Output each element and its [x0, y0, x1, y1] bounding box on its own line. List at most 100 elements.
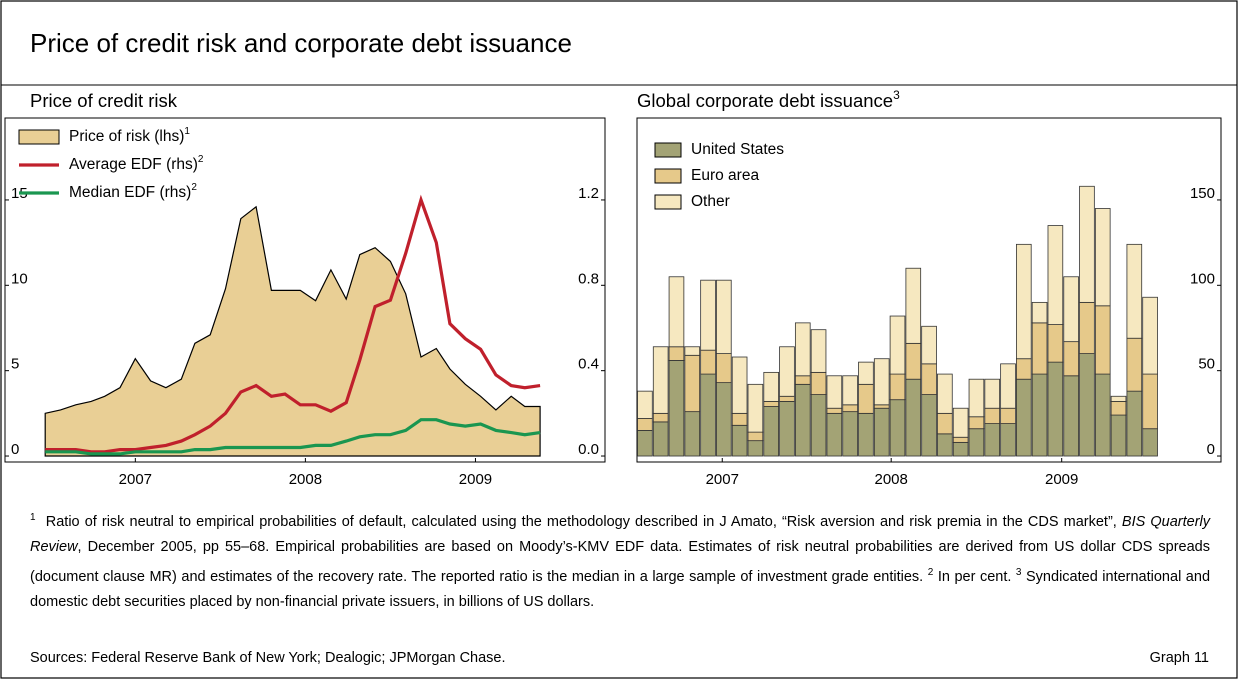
bar: [716, 279, 732, 354]
page-title: Price of credit risk and corporate debt …: [30, 28, 572, 58]
bar: [779, 400, 795, 457]
bar: [1047, 225, 1064, 325]
bar: [873, 358, 890, 406]
bar: [937, 412, 953, 435]
footnote-marker: 2: [191, 182, 197, 193]
legend-label: Euro area: [691, 167, 759, 184]
bar: [937, 373, 953, 414]
bar: [810, 394, 827, 457]
footnote: 1 Ratio of risk neutral to empirical pro…: [30, 512, 1210, 585]
line: [45, 418, 541, 456]
bar: [810, 329, 827, 373]
bar: [1142, 296, 1158, 375]
y2-tick-label: 0.0: [578, 441, 599, 458]
bar: [1126, 337, 1143, 392]
y-tick-label: 0: [1207, 441, 1215, 458]
bar: [1031, 301, 1048, 324]
legend-swatch: [654, 142, 682, 158]
bar: [1079, 301, 1095, 354]
bar: [1110, 395, 1127, 402]
bar: [889, 315, 906, 375]
bar: [637, 390, 653, 419]
x-tick-label: 2008: [874, 471, 907, 488]
y-tick-label: 100: [1190, 270, 1215, 287]
bar: [842, 411, 858, 457]
bar: [1063, 341, 1079, 377]
bar: [1000, 363, 1016, 409]
x-tick-label: 2009: [459, 471, 492, 488]
legend-swatch: [654, 168, 682, 184]
x-tick-label: 2007: [119, 471, 152, 488]
y-tick-label: 150: [1190, 185, 1215, 202]
bar: [731, 424, 748, 457]
bar: [794, 383, 811, 457]
bar: [858, 361, 874, 385]
chart-subtitle: Price of credit risk: [30, 90, 178, 111]
bar: [1094, 305, 1111, 375]
note-text: , December 2005, pp 55–68. Empirical pro…: [30, 538, 1210, 585]
bar: [984, 407, 1001, 424]
bar: [826, 412, 843, 457]
bar: [889, 399, 906, 457]
bar: [968, 428, 985, 457]
note-marker: 2: [927, 566, 934, 578]
bar: [1110, 400, 1127, 416]
bar: [1110, 414, 1127, 457]
bar: [1142, 373, 1158, 430]
bar: [1000, 407, 1016, 424]
graph-label: Graph 11: [1149, 650, 1209, 666]
bar: [1000, 423, 1016, 457]
bar: [1016, 243, 1032, 360]
bar: [794, 322, 811, 377]
bar: [921, 394, 937, 457]
bar: [652, 346, 669, 414]
bar: [826, 407, 843, 414]
bar: [984, 423, 1001, 457]
legend-swatch: [18, 129, 60, 145]
bar: [779, 395, 795, 402]
bar: [905, 342, 922, 380]
bar: [1063, 276, 1079, 343]
bar: [968, 416, 985, 430]
x-tick-label: 2009: [1045, 471, 1078, 488]
bar: [1063, 375, 1079, 457]
bar: [1047, 361, 1064, 457]
bar: [905, 267, 922, 344]
bar: [810, 371, 827, 395]
footnote-marker: 3: [893, 88, 900, 102]
bar: [684, 346, 701, 356]
footnote-marker: 1: [184, 126, 190, 137]
bar: [1094, 373, 1111, 457]
bar: [1126, 243, 1143, 339]
bar: [984, 378, 1001, 409]
bar: [952, 436, 969, 443]
legend-label-text: Median EDF (rhs): [69, 184, 191, 201]
bar: [1016, 378, 1032, 457]
note-text: Syndicated international and domestic de…: [30, 568, 1211, 610]
bar: [794, 375, 811, 385]
bar: [826, 375, 843, 409]
bar: [779, 346, 795, 397]
bar: [1142, 428, 1158, 457]
note-marker: 3: [1015, 566, 1022, 578]
bar: [700, 279, 716, 351]
bar: [1031, 373, 1048, 457]
bar: [684, 411, 701, 457]
footnotes: 1 Ratio of risk neutral to empirical pro…: [30, 505, 1210, 615]
bar: [700, 373, 716, 457]
note-text: In per cent.: [937, 568, 1012, 585]
bar: [873, 404, 890, 409]
legend-swatch: [654, 194, 682, 210]
bar: [1031, 322, 1048, 375]
legend-label: United States: [691, 141, 784, 158]
y-tick-label: 10: [11, 270, 28, 287]
bar: [952, 441, 969, 457]
x-tick-label: 2007: [706, 471, 739, 488]
y2-tick-label: 0.4: [578, 356, 599, 373]
y-tick-label: 50: [1198, 356, 1215, 373]
x-tick-label: 2008: [289, 471, 322, 488]
bar: [858, 383, 874, 414]
note-text: Ratio of risk neutral to empirical proba…: [45, 513, 1122, 530]
